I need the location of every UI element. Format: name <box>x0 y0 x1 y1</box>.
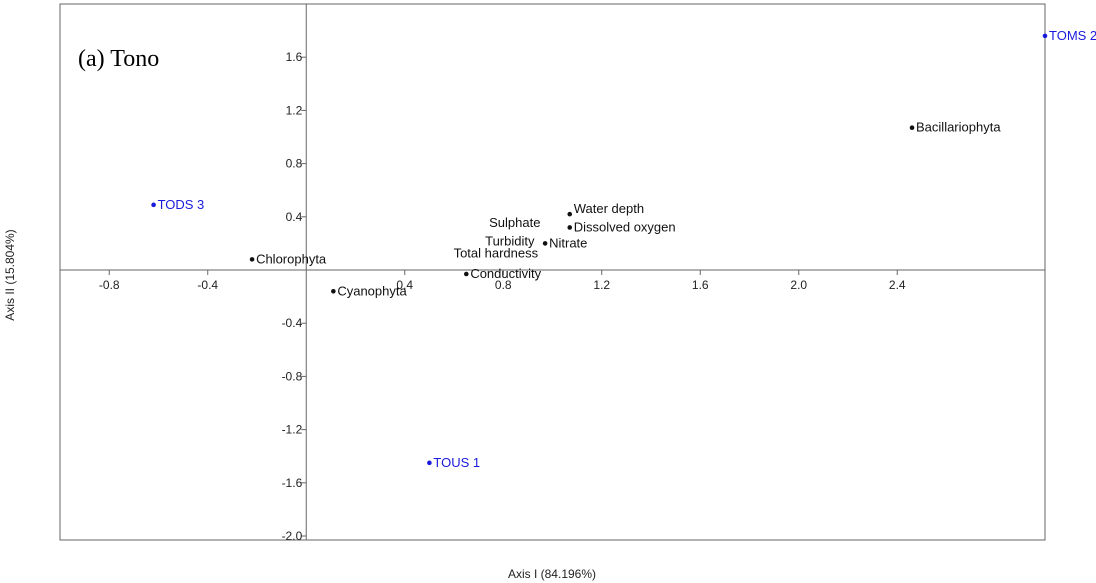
y-tick-label: -1.6 <box>282 476 303 490</box>
point-label-bacillariophyta: Bacillariophyta <box>916 120 1001 135</box>
y-axis-title: Axis II (15.804%) <box>3 229 17 320</box>
axis-ticks: -0.8 -0.4 0.4 0.8 1.2 1.6 2.0 2.4 1.6 1.2 0.8 0.4 -0… <box>99 50 906 543</box>
point-label-toms-2: TOMS 2 <box>1049 28 1096 43</box>
y-tick-label: 0.8 <box>286 157 303 171</box>
x-axis-title: Axis I (84.196%) <box>508 567 596 581</box>
x-tick-label: 2.0 <box>790 278 807 292</box>
point-label-sulphate: Sulphate <box>489 215 540 230</box>
point-label-conductivity: Conductivity <box>470 266 541 281</box>
y-tick-label: 1.2 <box>286 103 303 117</box>
y-tick-label: 1.6 <box>286 50 303 64</box>
point-label-cyanophyta: Cyanophyta <box>337 283 407 298</box>
point-water-depth <box>567 211 573 217</box>
x-tick-label: 0.4 <box>396 278 413 292</box>
point-toms-2 <box>1042 33 1048 39</box>
x-tick-label: 1.2 <box>593 278 610 292</box>
y-tick-label: -0.8 <box>282 369 303 383</box>
point-conductivity <box>464 271 469 277</box>
y-tick-label: -1.2 <box>282 423 303 437</box>
point-label-nitrate: Nitrate <box>549 235 587 250</box>
y-tick-label: 0.4 <box>286 210 303 224</box>
point-cyanophyta <box>331 288 336 294</box>
point-label-chlorophyta: Chlorophyta <box>256 251 327 266</box>
point-nitrate <box>542 241 548 246</box>
y-tick-label: -0.4 <box>282 316 303 330</box>
point-label-tous-1: TOUS 1 <box>433 455 480 470</box>
plot-frame <box>59 3 1046 541</box>
data-points: Bacillariophyta Chlorophyta Cyanophyta Wate… <box>151 28 1096 470</box>
point-bacillariophyta <box>909 125 915 130</box>
x-tick-label: 1.6 <box>692 278 709 292</box>
point-label-tods-3: TODS 3 <box>158 197 205 212</box>
x-tick-label: -0.8 <box>99 278 120 292</box>
point-tods-3 <box>151 202 156 208</box>
point-label-water-depth: Water depth <box>574 201 644 216</box>
chart-title: (a) Tono <box>78 46 159 72</box>
x-tick-label: 0.8 <box>495 278 512 292</box>
point-dissolved-oxygen <box>567 225 573 230</box>
point-label-dissolved-oxygen: Dissolved oxygen <box>574 219 676 234</box>
point-label-total-hardness: Total hardness <box>454 246 539 261</box>
point-label-turbidity: Turbidity <box>485 233 535 248</box>
y-tick-label: -2.0 <box>282 529 303 543</box>
x-tick-label: -0.4 <box>197 278 218 292</box>
point-tous-1 <box>427 460 432 466</box>
x-tick-label: 2.4 <box>889 278 906 292</box>
point-chlorophyta <box>249 257 255 262</box>
